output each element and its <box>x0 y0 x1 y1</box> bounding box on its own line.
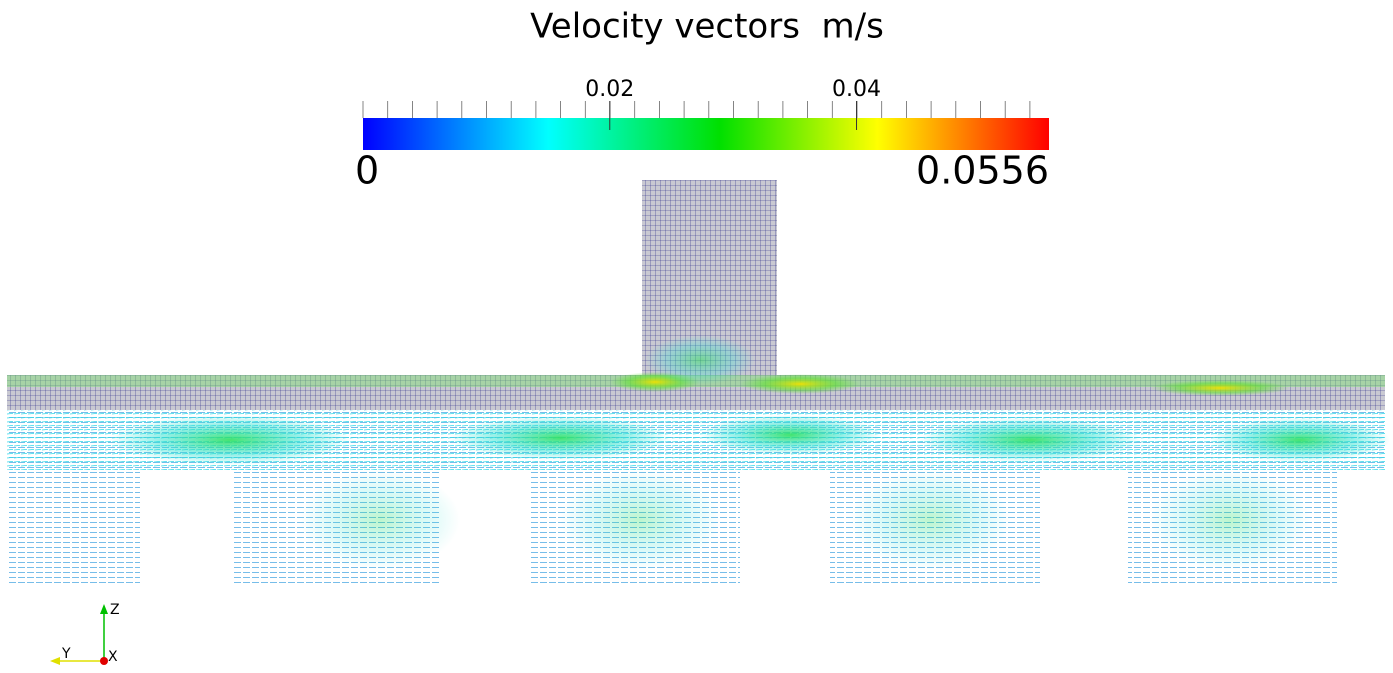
min-label: 0 <box>355 149 379 193</box>
tick-label: 0.04 <box>832 77 881 102</box>
hotspot <box>110 415 350 465</box>
x-axis <box>100 657 108 665</box>
z-label: Z <box>110 602 120 618</box>
cavity-flow <box>850 470 1010 570</box>
max-label: 0.0556 <box>916 149 1049 193</box>
cavity-flow <box>560 470 720 570</box>
tick-label: 0.02 <box>585 77 634 102</box>
z-arrow <box>100 604 108 614</box>
title: Velocity vectors m/s <box>530 7 884 47</box>
colorbar-gradient <box>363 118 1049 150</box>
jet-far <box>1150 380 1290 396</box>
cavity-flow <box>1150 470 1310 570</box>
hotspot <box>1210 418 1390 462</box>
flow-field <box>7 180 1390 585</box>
jet-right <box>740 374 860 394</box>
hotspot <box>920 418 1140 462</box>
hotspot <box>450 416 670 460</box>
colorbar <box>363 118 1049 150</box>
axes-triad: Z Y X <box>50 602 120 665</box>
y-label: Y <box>61 646 71 662</box>
y-arrow <box>50 657 60 665</box>
hotspot <box>700 415 880 455</box>
x-label: X <box>108 649 118 665</box>
cavity-flow <box>300 470 460 570</box>
vortex <box>645 335 755 385</box>
